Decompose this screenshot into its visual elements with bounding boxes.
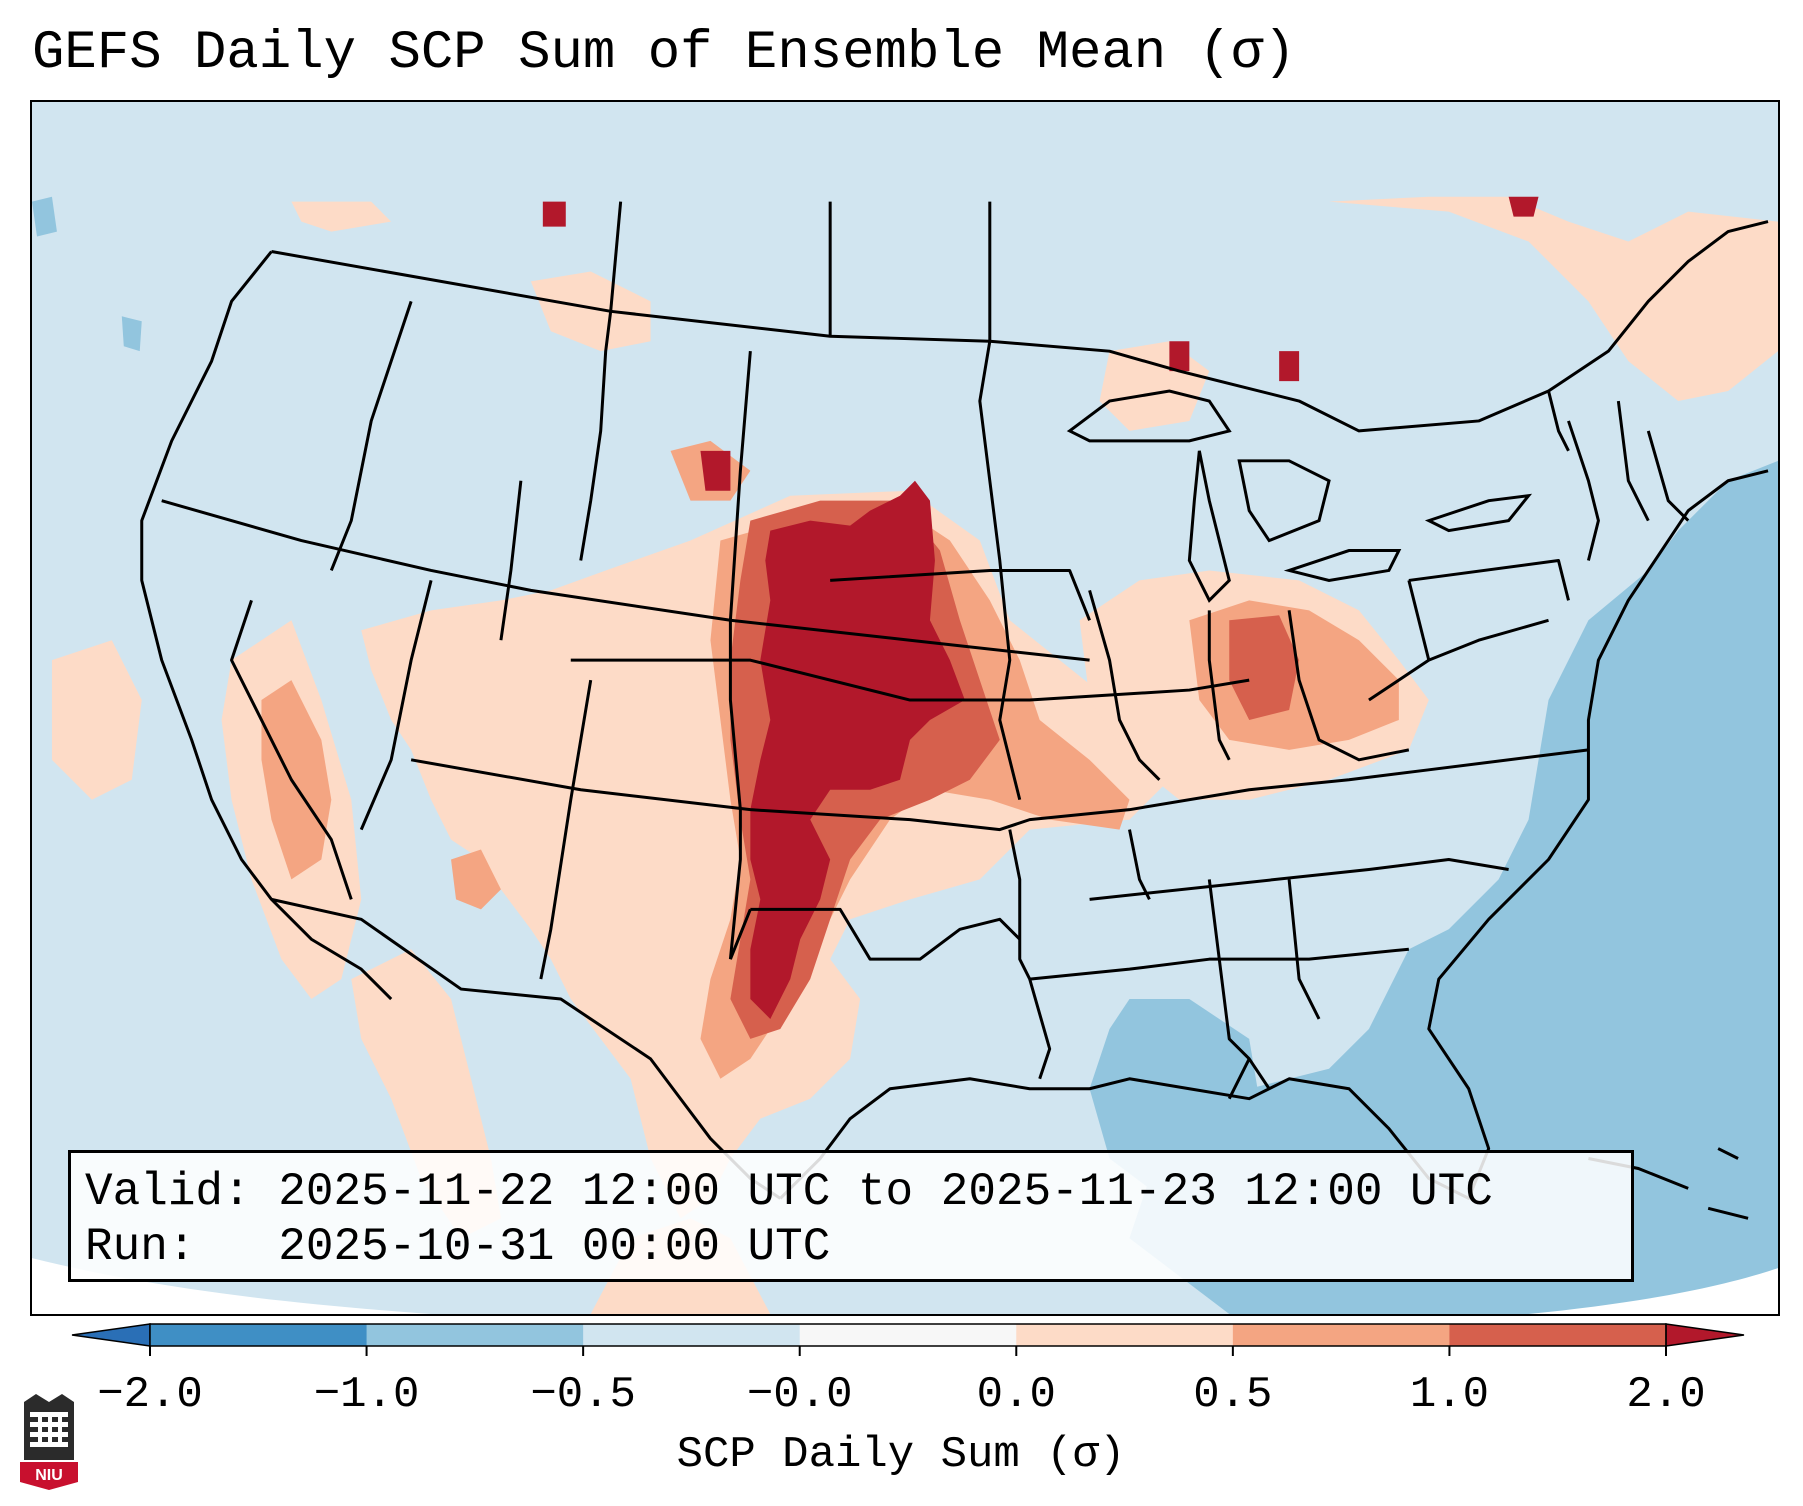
anomaly-positive-extreme [542, 196, 1539, 1019]
niu-logo: NIU [20, 1394, 78, 1490]
valid-label: Valid: [85, 1166, 251, 1218]
colorbar-tick-label: −1.0 [314, 1370, 420, 1420]
colorbar-ticks: −2.0 −1.0 −0.5 −0.0 0.0 0.5 1.0 2.0 [97, 1346, 1706, 1420]
run-label: Run: [85, 1221, 196, 1273]
colorbar-outline [149, 1323, 1667, 1347]
great-lakes [1066, 389, 1533, 603]
boundaries [140, 201, 1769, 1200]
map-frame [30, 100, 1780, 1316]
ocean-negative-field [32, 196, 1778, 1314]
colorbar-tick-label: 2.0 [1626, 1370, 1705, 1420]
valid-range: 2025-11-22 12:00 UTC to 2025-11-23 12:00… [278, 1166, 1493, 1218]
niu-logo-text: NIU [35, 1467, 63, 1484]
map-edge-white [32, 1258, 1778, 1314]
colorbar-tick-label: 1.0 [1410, 1370, 1489, 1420]
colorbar-tick-label: −2.0 [97, 1370, 203, 1420]
valid-run-info-box: Valid: 2025-11-22 12:00 UTC to 2025-11-2… [68, 1150, 1634, 1282]
colorbar-bin [1232, 1324, 1450, 1346]
colorbar: −2.0 −1.0 −0.5 −0.0 0.0 0.5 1.0 2.0 SCP Daily S… [71, 1323, 1745, 1480]
colorbar-bin [799, 1324, 1017, 1346]
colorbar-tick-label: 0.5 [1193, 1370, 1272, 1420]
colorbar-bin [366, 1324, 584, 1346]
run-time: 2025-10-31 00:00 UTC [278, 1221, 831, 1273]
colorbar-extend-high [1665, 1323, 1745, 1347]
colorbar-bin [583, 1324, 801, 1346]
colorbar-extend-low [71, 1323, 151, 1347]
colorbar-tick-label: −0.5 [530, 1370, 636, 1420]
colorbar-tick-label: −0.0 [747, 1370, 853, 1420]
colorbar-bin [150, 1324, 368, 1346]
colorbar-bin [1016, 1324, 1234, 1346]
map-title: GEFS Daily SCP Sum of Ensemble Mean (σ) [32, 23, 1296, 84]
colorbar-tick-label: 0.0 [977, 1370, 1056, 1420]
colorbar-bins [71, 1323, 1745, 1347]
colorbar-label: SCP Daily Sum (σ) [677, 1430, 1126, 1480]
map-canvas [32, 102, 1778, 1314]
colorbar-bin [1449, 1324, 1667, 1346]
